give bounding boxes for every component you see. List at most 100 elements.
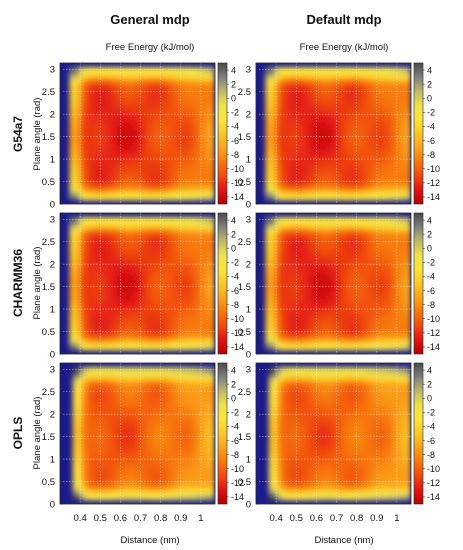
- heatmap-cell: [96, 188, 101, 193]
- heatmap-cell: [76, 322, 81, 328]
- heatmap-cell: [180, 279, 185, 285]
- heatmap-cell: [99, 164, 104, 170]
- heatmap-cell: [69, 168, 74, 174]
- heatmap-cell: [356, 70, 361, 76]
- heatmap-cell: [76, 256, 81, 261]
- heatmap-cell: [86, 121, 91, 127]
- heatmap-cell: [106, 121, 111, 127]
- heatmap-cell: [197, 113, 202, 119]
- heatmap-cell: [153, 66, 158, 72]
- heatmap-cell: [173, 94, 178, 99]
- heatmap-cell: [103, 160, 107, 166]
- heatmap-cell: [116, 90, 121, 95]
- heatmap-cell: [302, 137, 307, 142]
- heatmap-cell: [379, 192, 384, 197]
- heatmap-cell: [295, 334, 300, 339]
- heatmap-cell: [288, 137, 293, 142]
- heatmap-cell: [82, 168, 87, 174]
- heatmap-cell: [143, 256, 148, 261]
- heatmap-cell: [143, 141, 148, 146]
- heatmap-cell: [109, 78, 114, 84]
- heatmap-cell: [376, 196, 381, 201]
- heatmap-cell: [342, 168, 347, 174]
- heatmap-cell: [177, 168, 181, 174]
- heatmap-cell: [299, 303, 303, 308]
- heatmap-cell: [396, 184, 401, 189]
- heatmap-cell: [268, 248, 273, 253]
- heatmap-cell: [210, 90, 215, 95]
- heatmap-cell: [366, 125, 371, 131]
- heatmap-cell: [399, 98, 404, 103]
- heatmap-cell: [272, 98, 277, 103]
- heatmap-cell: [386, 106, 391, 111]
- heatmap-cell: [156, 307, 161, 312]
- heatmap-cell: [177, 149, 181, 154]
- heatmap-cell: [150, 334, 155, 339]
- heatmap-cell: [96, 240, 101, 245]
- heatmap-cell: [197, 196, 202, 201]
- heatmap-cell: [278, 267, 283, 273]
- heatmap-cell: [126, 303, 131, 308]
- heatmap-cell: [96, 263, 101, 269]
- heatmap-cell: [315, 66, 320, 72]
- heatmap-cell: [99, 232, 104, 238]
- heatmap-cell: [356, 180, 361, 186]
- heatmap-cell: [295, 98, 300, 103]
- heatmap-cell: [200, 94, 205, 99]
- heatmap-cell: [96, 314, 101, 320]
- heatmap-cell: [76, 271, 81, 277]
- heatmap-cell: [272, 110, 277, 115]
- heatmap-cell: [305, 267, 310, 273]
- y-tick-label: 2: [50, 259, 55, 270]
- heatmap-cell: [278, 113, 283, 119]
- heatmap-cell: [346, 106, 351, 111]
- heatmap-cell: [190, 338, 195, 343]
- heatmap-cell: [295, 263, 300, 269]
- heatmap-cell: [325, 180, 330, 186]
- row-label-g54a7: G54a7: [11, 116, 25, 152]
- heatmap-cell: [299, 224, 303, 230]
- heatmap-cell: [177, 263, 181, 269]
- heatmap-cell: [173, 90, 178, 95]
- heatmap-cell: [187, 232, 192, 238]
- heatmap-cell: [379, 188, 384, 193]
- heatmap-cell: [89, 252, 94, 257]
- heatmap-cell: [349, 176, 354, 182]
- heatmap-cell: [170, 133, 175, 139]
- heatmap-cell: [342, 176, 347, 182]
- heatmap-cell: [295, 224, 300, 230]
- heatmap-cell: [389, 102, 394, 107]
- heatmap-cell: [106, 184, 111, 189]
- heatmap-cell: [265, 94, 270, 99]
- heatmap-cell: [170, 228, 175, 234]
- heatmap-cell: [136, 318, 141, 324]
- heatmap-cell: [173, 220, 178, 226]
- heatmap-cell: [103, 318, 107, 324]
- heatmap-cell: [129, 188, 134, 193]
- heatmap-cell: [312, 172, 317, 178]
- heatmap-cell: [153, 172, 158, 178]
- heatmap-cell: [369, 149, 374, 154]
- heatmap-cell: [96, 90, 101, 95]
- heatmap-cell: [197, 90, 202, 95]
- heatmap-cell: [292, 228, 297, 234]
- heatmap-cell: [156, 330, 161, 336]
- heatmap-cell: [285, 287, 290, 292]
- heatmap-cell: [302, 287, 307, 292]
- heatmap-cell: [265, 291, 270, 296]
- heatmap-cell: [153, 326, 158, 332]
- heatmap-cell: [123, 176, 128, 182]
- heatmap-cell: [126, 94, 131, 99]
- heatmap-cell: [163, 244, 168, 249]
- heatmap-cell: [150, 299, 155, 304]
- heatmap-cell: [119, 236, 124, 242]
- heatmap-cell: [183, 330, 188, 336]
- heatmap-cell: [285, 164, 290, 170]
- heatmap-cell: [106, 78, 111, 84]
- heatmap-cell: [153, 137, 158, 142]
- heatmap-cell: [126, 78, 131, 84]
- heatmap-cell: [292, 334, 297, 339]
- heatmap-cell: [275, 82, 280, 88]
- heatmap-cell: [99, 168, 104, 174]
- heatmap-cell: [173, 196, 178, 201]
